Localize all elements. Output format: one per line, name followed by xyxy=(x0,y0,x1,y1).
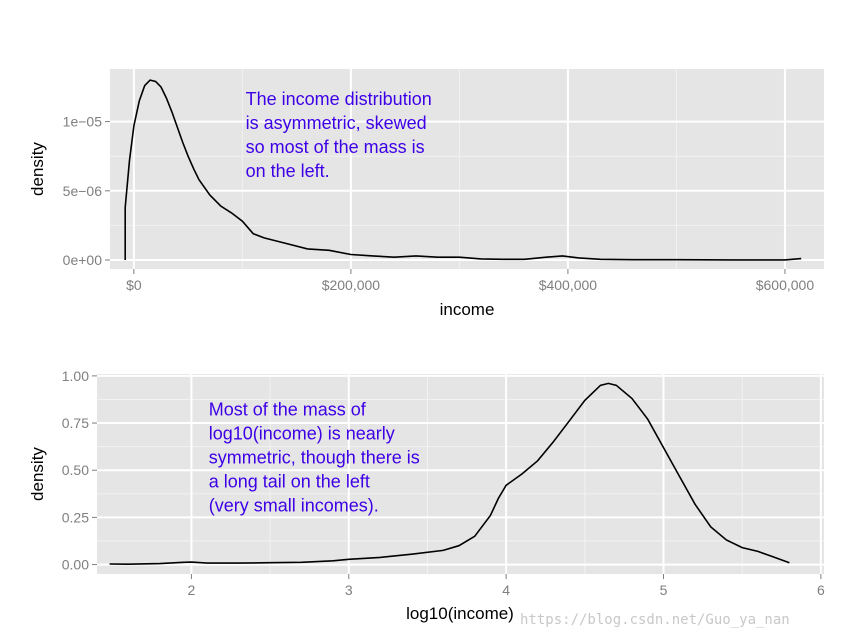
x-tick-label: 3 xyxy=(345,582,353,598)
x-tick-label: $200,000 xyxy=(322,277,381,293)
y-tick-label: 0.00 xyxy=(62,557,89,573)
log-income-density-chart: 0.00 0.25 0.50 0.75 1.00 2 3 4 5 6 Most of the m… xyxy=(28,368,825,623)
x-tick-label: $400,000 xyxy=(539,277,598,293)
annotation-line: (very small incomes). xyxy=(209,496,379,516)
annotation-line: log10(income) is nearly xyxy=(209,424,395,444)
x-tick-label: $600,000 xyxy=(756,277,815,293)
income-density-chart: 0e+00 5e−06 1e−05 $0 $200,000 $400,000 $600,0… xyxy=(28,69,824,319)
x-tick-label: $0 xyxy=(126,277,142,293)
density-curve xyxy=(124,79,802,261)
x-axis-title: log10(income) xyxy=(406,604,514,623)
watermark: https://blog.csdn.net/Guo_ya_nan xyxy=(520,612,790,628)
x-tick-label: 6 xyxy=(817,582,825,598)
x-tick-label: 4 xyxy=(502,582,510,598)
y-axis-title: density xyxy=(28,142,47,196)
annotation-line: a long tail on the left xyxy=(209,472,370,492)
y-axis-ticks: 0.00 0.25 0.50 0.75 1.00 xyxy=(62,368,97,573)
x-axis-title: income xyxy=(440,300,495,319)
annotation-line: so most of the mass is xyxy=(246,137,425,157)
y-axis-title: density xyxy=(28,447,47,501)
y-tick-label: 5e−06 xyxy=(63,183,103,199)
annotation-line: The income distribution xyxy=(246,89,432,109)
x-axis-ticks: 2 3 4 5 6 xyxy=(188,574,825,598)
chart-annotation: Most of the mass of log10(income) is near… xyxy=(209,400,420,516)
chart-annotation: The income distribution is asymmetric, sk… xyxy=(246,89,432,181)
density-curve xyxy=(109,382,790,566)
x-tick-label: 5 xyxy=(660,582,668,598)
plot-panel xyxy=(110,69,824,269)
y-tick-label: 0.75 xyxy=(62,415,89,431)
x-axis-ticks: $0 $200,000 $400,000 $600,000 xyxy=(126,269,814,293)
annotation-line: on the left. xyxy=(246,161,330,181)
y-tick-label: 1.00 xyxy=(62,368,89,384)
gridlines xyxy=(97,374,824,574)
x-tick-label: 2 xyxy=(188,582,196,598)
annotation-line: Most of the mass of xyxy=(209,400,367,420)
annotation-line: is asymmetric, skewed xyxy=(246,113,427,133)
y-tick-label: 1e−05 xyxy=(63,114,103,130)
y-tick-label: 0.50 xyxy=(62,462,89,478)
y-tick-label: 0.25 xyxy=(62,509,89,525)
y-axis-ticks: 0e+00 5e−06 1e−05 xyxy=(63,114,110,268)
y-tick-label: 0e+00 xyxy=(63,252,103,268)
annotation-line: symmetric, though there is xyxy=(209,448,420,468)
